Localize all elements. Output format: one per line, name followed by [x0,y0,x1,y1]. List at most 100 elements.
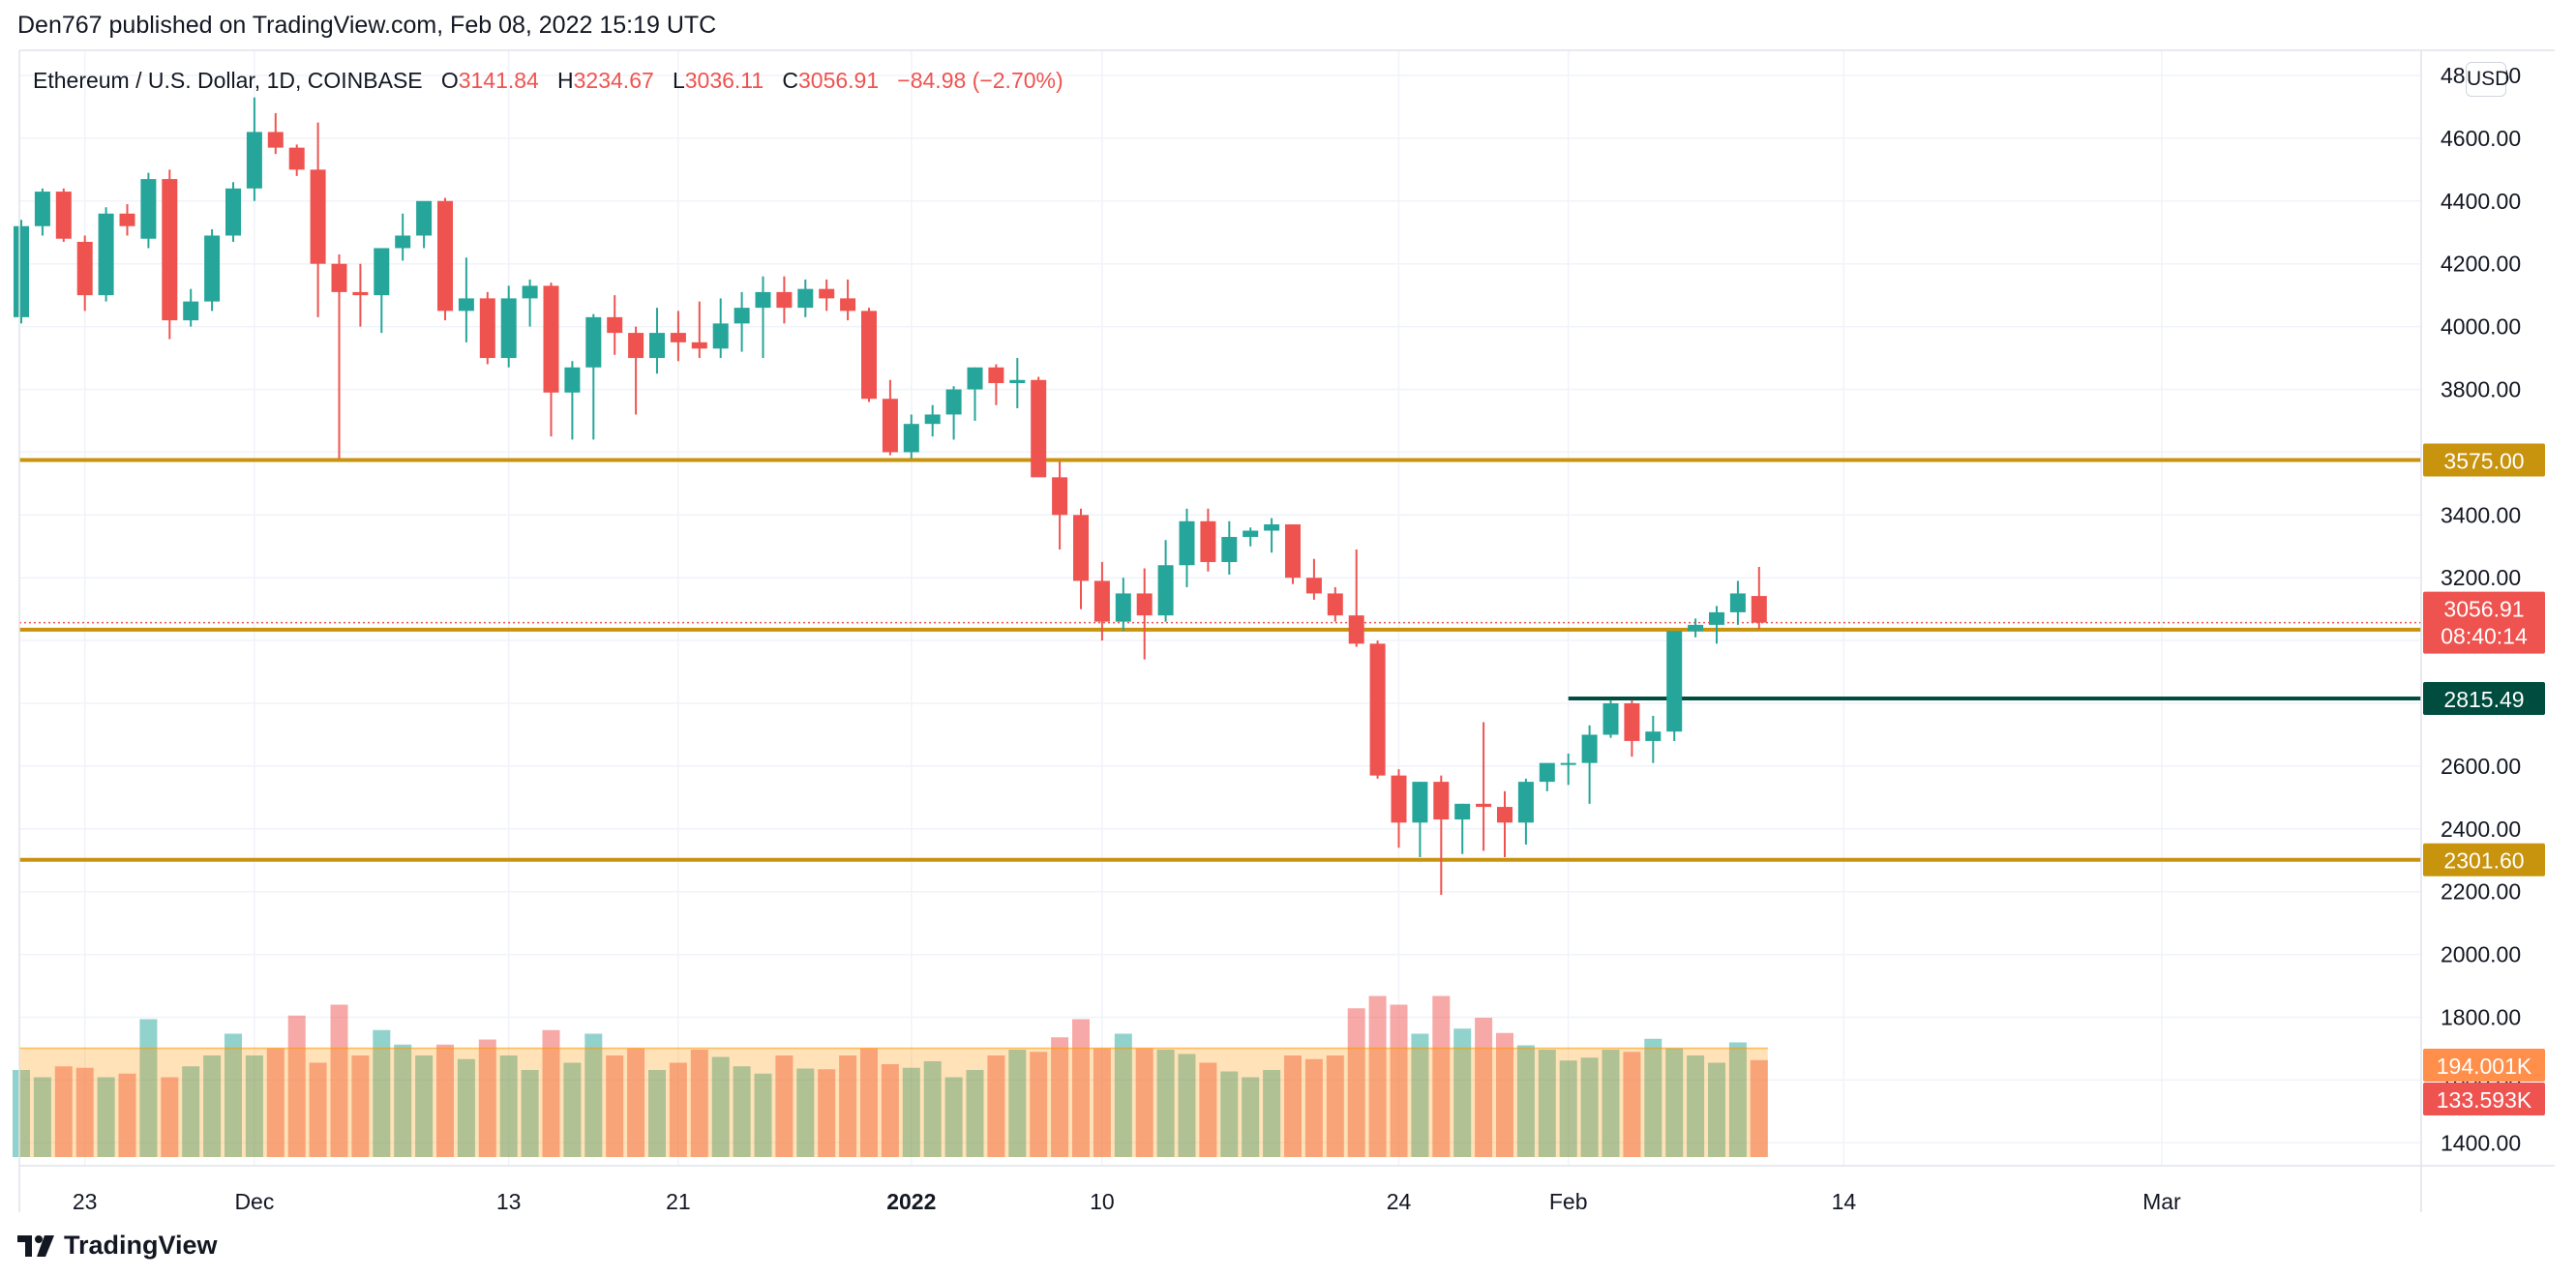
candle-body [1751,596,1767,623]
candle-body [246,132,262,189]
volume-bar [521,1070,539,1157]
time-axis[interactable]: 23 Dec 13 21 2022 10 24 Feb 14 Mar [73,1189,2181,1214]
candle-body [712,323,729,349]
volume-bar [987,1055,1005,1157]
candle-body [607,316,623,334]
candle-body [1476,803,1492,808]
price-tick-label: 2000.00 [2441,942,2521,967]
volume-bar [1644,1038,1662,1157]
volume-bar [182,1066,200,1157]
candle-body [1115,593,1131,622]
volume-bar [1432,995,1451,1157]
volume-bar [225,1033,242,1157]
time-tick-label: Feb [1549,1189,1588,1214]
candle-body [670,333,686,342]
candle-body [797,288,814,309]
candle-body [585,316,602,368]
price-tick-label: 2400.00 [2441,817,2521,842]
volume-bar [1475,1018,1493,1157]
volume-bar [457,1058,475,1157]
candle-body [882,399,898,453]
candle-body [1729,593,1746,612]
candle-body [416,200,433,236]
candle-body [1497,807,1513,823]
volume-bar [245,1055,263,1157]
volume-bar [415,1055,434,1157]
volume-bar [1708,1062,1725,1157]
price-tick-label: 1800.00 [2441,1005,2521,1030]
candle-body [755,291,771,309]
volume-bar [627,1048,645,1157]
candle-body [1709,611,1724,625]
candle-body [819,288,835,299]
volume-bar [1304,1058,1323,1157]
currency-button[interactable]: USD [2466,62,2509,97]
last-price-tag-text: 08:40:14 [2441,624,2528,649]
candle-body [1603,703,1619,735]
candle-body [98,213,114,296]
candle-body [1264,524,1280,531]
volume-ma-tag-text: 194.001K [2437,1054,2532,1079]
brand-name: TradingView [64,1231,218,1260]
volume-bar [1093,1048,1111,1157]
time-tick-label: 13 [496,1189,522,1214]
last-price-tag-box [2423,591,2545,654]
tradingview-brand[interactable]: TradingView [17,1231,218,1261]
time-tick-label: 10 [1090,1189,1115,1214]
volume-bar [118,1073,136,1157]
candle-body [479,298,495,359]
candle-body [903,424,919,453]
volume-bar [330,1004,348,1157]
volume-bar [436,1044,454,1157]
candle-body [55,192,72,239]
change-value: −84.98 (−2.70%) [897,68,1063,93]
volume-bar [13,1070,30,1157]
volume-bar [266,1048,285,1157]
candle-body [374,248,390,296]
candle-body [628,333,644,359]
candle-body [988,367,1004,384]
publisher-line: Den767 published on TradingView.com, Feb… [17,12,717,39]
volume-bar [287,1015,306,1157]
ohlc-legend: Ethereum / U.S. Dollar, 1D, COINBASE O31… [33,68,1063,94]
volume-bar [97,1077,115,1157]
time-tick-label: Mar [2142,1189,2181,1214]
candle-body [734,308,750,324]
time-tick-label: 24 [1387,1189,1412,1214]
volume-bar [584,1033,603,1157]
volume-bar [1114,1033,1132,1157]
volume-bar [54,1066,73,1157]
volume-ma-tag-box [2423,1049,2545,1082]
volume-bar [1051,1037,1069,1157]
price-tick-label: 4400.00 [2441,189,2521,214]
volume-bar [1284,1055,1302,1157]
volume-bar [1750,1059,1768,1157]
price-tick-label: 1400.00 [2441,1130,2521,1155]
price-tick-label: 4600.00 [2441,126,2521,151]
candle-body [267,132,284,148]
volume-bar [1347,1008,1365,1157]
candle-body [1517,782,1534,823]
volume-bar [1665,1048,1684,1157]
level-tag-box [2423,843,2545,876]
candle-body [1454,803,1471,820]
close-value: 3056.91 [797,68,880,93]
candle-body [776,291,793,309]
candle-body [34,192,50,226]
candle-body [1031,379,1047,478]
volume-bar [902,1067,920,1157]
level-tag-text: 3575.00 [2443,449,2524,474]
volume-bar [499,1055,518,1157]
volume-bar [775,1055,794,1157]
candle-body [1369,643,1386,776]
volume-bar [1538,1050,1556,1157]
volume-bar [818,1069,836,1157]
volume-bar [690,1050,708,1157]
volume-bar [711,1056,730,1157]
volume-bar [1453,1028,1472,1157]
price-axis[interactable]: 4800.004600.004400.004200.004000.003800.… [2423,63,2545,1155]
candle-body [840,298,856,312]
candle-body [310,169,326,264]
candle-body [225,188,241,236]
